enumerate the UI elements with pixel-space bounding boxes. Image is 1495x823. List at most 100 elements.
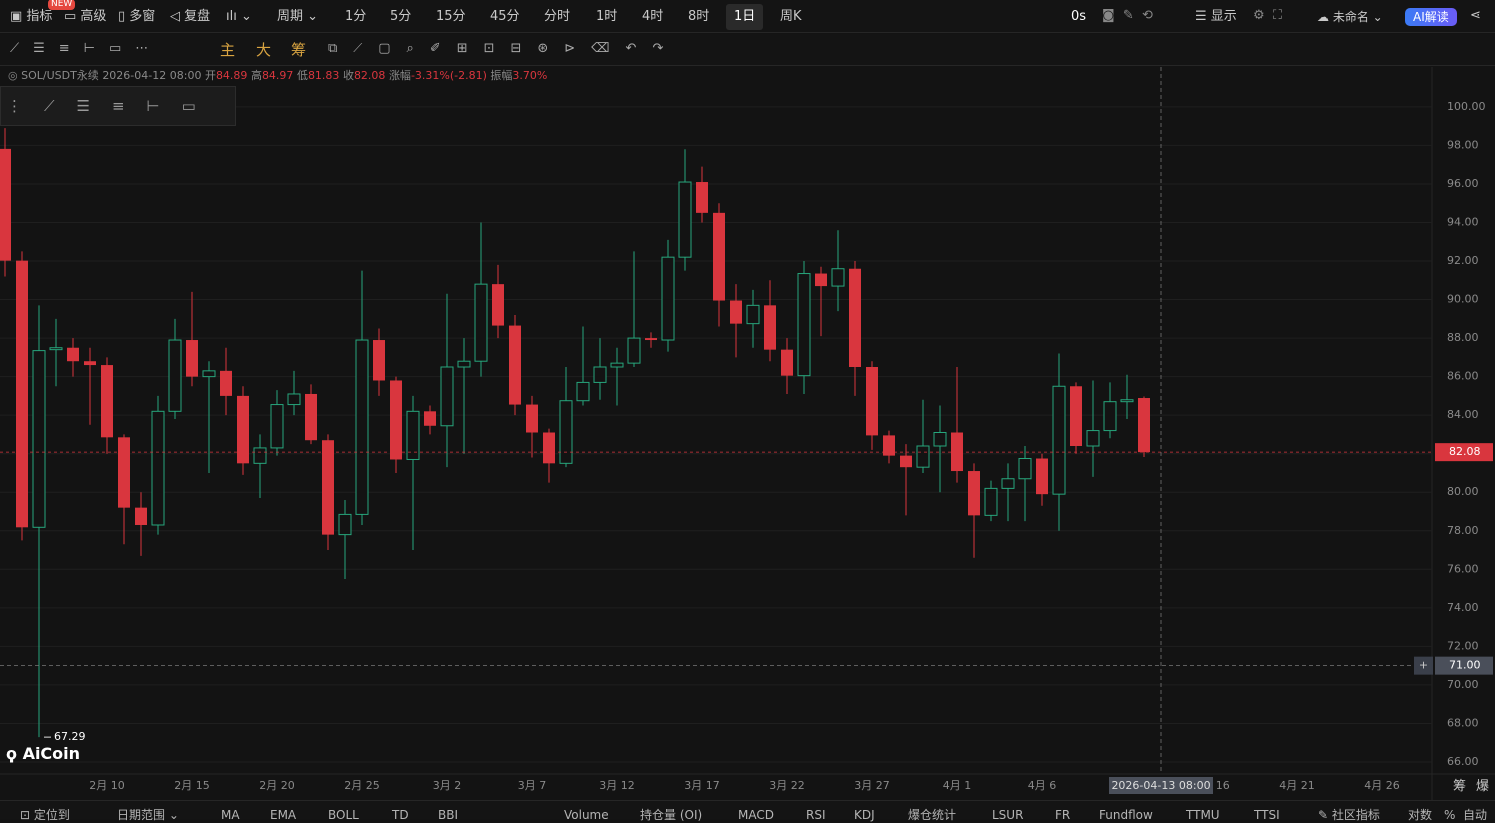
label: 日期范围: [117, 808, 166, 822]
interval-active[interactable]: 1日: [726, 4, 764, 30]
candle-body: [440, 366, 454, 427]
x-tick-label: 3月 27: [854, 779, 890, 792]
label: 收: [342, 69, 354, 82]
indicator-tab[interactable]: EMA: [270, 808, 297, 822]
indicator-tab[interactable]: TTSI: [1254, 808, 1280, 822]
layout-button[interactable]: ☁ 未命名 ⌄: [1317, 10, 1383, 24]
indicator-tab[interactable]: RSI: [806, 808, 826, 822]
more-tools[interactable]: ⧉⟋▢⌕✐⊞⊡⊟⊛⊳⌫↶↷: [328, 41, 680, 56]
indicator-tab[interactable]: BOLL: [328, 808, 359, 822]
value: 84.89: [215, 69, 248, 82]
indicator-tab[interactable]: Volume: [564, 808, 609, 822]
crosshair-price-box: [1435, 656, 1493, 675]
side-button[interactable]: 爆: [1476, 779, 1490, 794]
y-tick-label: 92.00: [1447, 254, 1479, 267]
y-tick-label: 96.00: [1447, 177, 1479, 190]
interval[interactable]: 4时: [642, 9, 664, 24]
x-tick-label: 4月 1: [943, 779, 972, 792]
candle-body: [32, 350, 46, 528]
auto-button[interactable]: 自动: [1463, 808, 1488, 822]
replay-button[interactable]: ◁ 复盘: [170, 9, 211, 24]
crosshair-price-label: 71.00: [1449, 659, 1481, 672]
y-tick-label: 80.00: [1447, 485, 1479, 498]
indicator-tab[interactable]: LSUR: [992, 808, 1024, 822]
indicators-button[interactable]: ▣ 指标: [10, 9, 53, 24]
y-tick-label: 86.00: [1447, 370, 1479, 383]
y-tick-label: 78.00: [1447, 524, 1479, 537]
candle-body: [933, 432, 947, 447]
bottom-bar: ⊡ 定位到 日期范围 ⌄ MA EMA BOLL TD BBI Volume 持…: [0, 800, 1495, 822]
icon-buttons[interactable]: ◙ ✎ ⟲: [1102, 8, 1153, 23]
candle-body: [237, 395, 249, 464]
interval[interactable]: 5分: [390, 9, 412, 24]
time: 2026-04-12 08:00: [102, 69, 202, 82]
indicator-tab[interactable]: MACD: [738, 808, 774, 822]
indicator-tab[interactable]: KDJ: [854, 808, 875, 822]
candle-body: [373, 340, 385, 381]
interval[interactable]: 1时: [596, 9, 618, 24]
interval[interactable]: 周K: [780, 9, 802, 24]
share-button[interactable]: ⋖: [1470, 8, 1481, 23]
indicator-tab[interactable]: Fundflow: [1099, 808, 1153, 822]
candle-body: [1001, 478, 1015, 489]
candle-body: [67, 347, 79, 362]
indicator-tab[interactable]: 爆仓统计: [908, 808, 957, 822]
new-badge: NEW: [48, 0, 76, 10]
big-button[interactable]: 大: [256, 41, 272, 59]
indicator-tab[interactable]: TD: [392, 808, 409, 822]
x-tick-label: 4月 21: [1279, 779, 1315, 792]
drawing-tools[interactable]: ⋮⟋☰≡⊢▭: [7, 97, 218, 115]
y-tick-label: 68.00: [1447, 716, 1479, 729]
interval[interactable]: 45分: [490, 9, 520, 24]
advanced-button[interactable]: ▭ 高级: [64, 9, 107, 24]
x-tick-label: 2月 20: [259, 779, 295, 792]
indicator-tab[interactable]: MA: [221, 808, 240, 822]
candle-body: [1036, 458, 1048, 495]
interval[interactable]: 15分: [436, 9, 466, 24]
indicator-tab[interactable]: BBI: [438, 808, 459, 822]
range-button[interactable]: 日期范围 ⌄: [117, 808, 179, 822]
candle-body: [831, 268, 845, 287]
candle-body: [730, 300, 742, 324]
candle-body: [815, 273, 827, 287]
label: 显示: [1210, 9, 1237, 24]
y-tick-label: 100.00: [1447, 100, 1486, 113]
candle-body: [1052, 385, 1066, 495]
label: 高级: [80, 9, 107, 24]
candle-body: [559, 400, 573, 464]
label: 复盘: [184, 9, 211, 24]
crosshair-plus: [1414, 656, 1433, 675]
interval[interactable]: 1分: [345, 9, 367, 24]
candle-body: [984, 487, 998, 516]
candle-body: [253, 447, 267, 464]
indicator-tab[interactable]: TTMU: [1186, 808, 1220, 822]
display-button[interactable]: ☰ 显示: [1195, 9, 1237, 24]
candle-body: [576, 381, 590, 402]
candle-body: [713, 212, 725, 301]
locate-button[interactable]: ⊡ 定位到: [20, 808, 70, 822]
interval[interactable]: 分时: [544, 9, 571, 24]
candle-body: [424, 411, 436, 426]
candle-body: [645, 338, 657, 341]
candle-body: [866, 366, 878, 436]
side-button[interactable]: 筹: [1453, 779, 1467, 794]
ai-button[interactable]: AI解读: [1405, 8, 1457, 26]
drawing-panel: ⋮⟋☰≡⊢▭: [0, 86, 236, 126]
icon-buttons[interactable]: ⚙ ⛶: [1253, 8, 1283, 23]
candle-body: [509, 325, 521, 405]
top-bar: ▣ 指标 NEW ▭ 高级 ▯ 多窗 ◁ 复盘 ılı ⌄ 周期 ⌄ 1分 5分…: [0, 0, 1495, 33]
percent-button[interactable]: %: [1444, 808, 1456, 822]
y-tick-label: 84.00: [1447, 408, 1479, 421]
community-button[interactable]: ✎ 社区指标: [1318, 808, 1380, 822]
interval[interactable]: 8时: [688, 9, 710, 24]
multi-window-button[interactable]: ▯ 多窗: [118, 9, 156, 24]
log-button[interactable]: 对数: [1408, 808, 1433, 822]
period-button[interactable]: 周期 ⌄: [277, 9, 319, 24]
min-marker-label: 67.29: [54, 730, 86, 743]
draw-tools[interactable]: ⟋☰≡⊢▭⋯: [10, 41, 163, 56]
indicator-tab[interactable]: 持仓量 (OI): [640, 808, 703, 822]
main-button[interactable]: 主: [220, 41, 236, 59]
chips-button[interactable]: 筹: [291, 41, 307, 59]
indicator-tab[interactable]: FR: [1055, 808, 1071, 822]
chart-type-button[interactable]: ılı ⌄: [226, 9, 252, 24]
